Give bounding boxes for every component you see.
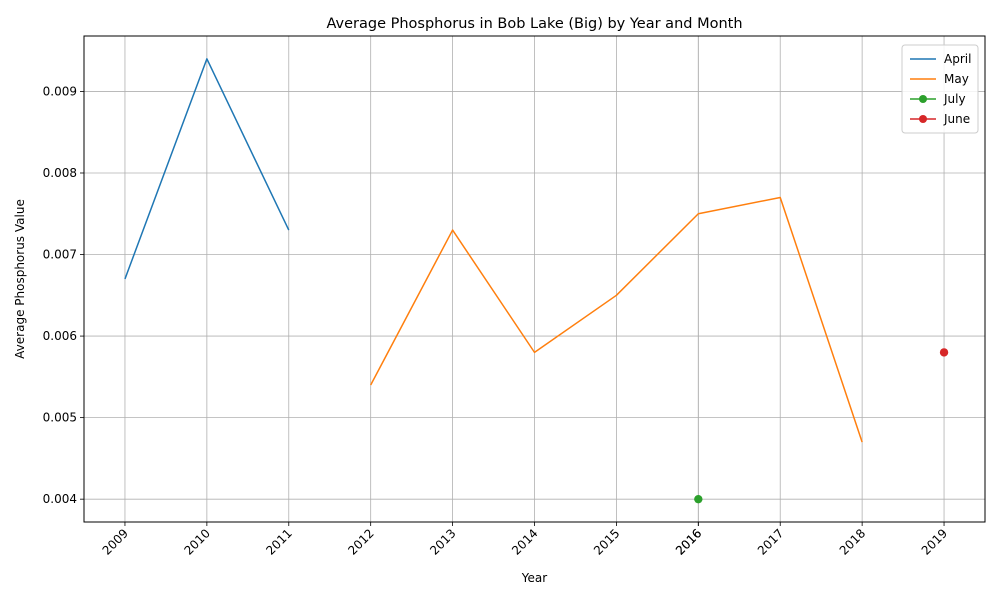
chart-title: Average Phosphorus in Bob Lake (Big) by … [326,16,742,32]
y-tick-label: 0.008 [43,166,77,180]
data-point-july [694,494,703,504]
y-tick-label: 0.005 [43,411,77,425]
y-axis-title: Average Phosphorus Value [13,199,27,359]
legend-label-june: June [943,112,970,126]
legend: April May July June [901,44,979,134]
legend-box [901,44,979,134]
y-tick-label: 0.007 [43,248,77,262]
y-tick-label: 0.006 [43,329,77,343]
series-layer [124,58,949,504]
series-line-april [124,58,290,280]
y-tick-label: 0.004 [43,492,77,506]
legend-marker-july [919,95,927,103]
legend-label-april: April [944,52,971,66]
legend-label-may: May [944,72,969,86]
legend-label-july: July [943,92,966,106]
series-line-may [370,196,863,443]
data-point-june [939,348,949,357]
x-axis-title: Year [521,571,547,585]
y-tick-label: 0.009 [43,84,77,98]
legend-marker-june [919,115,927,123]
